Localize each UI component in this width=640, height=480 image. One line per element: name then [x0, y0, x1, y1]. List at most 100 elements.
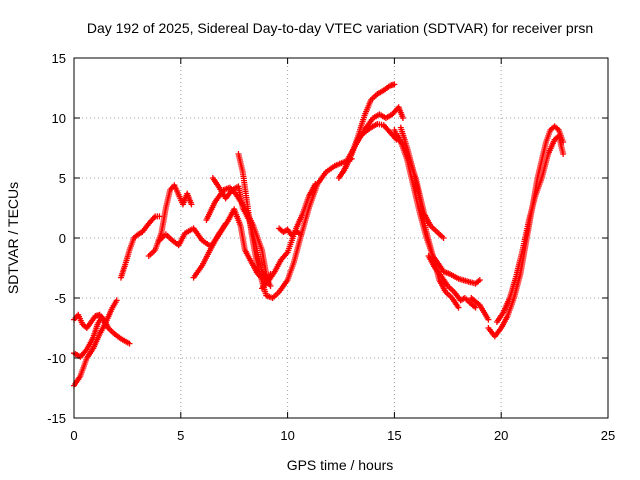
data-point-run [424, 231, 436, 257]
data-point-run [264, 293, 274, 301]
data-point [126, 340, 133, 347]
series-track-22 [468, 295, 492, 323]
data-point [399, 115, 406, 121]
data-point-run [435, 230, 445, 240]
data-point-run [345, 143, 358, 162]
data-point-run [84, 347, 96, 360]
x-tick-label: 10 [280, 428, 294, 443]
data-point-run [93, 312, 102, 319]
y-tick-label: 15 [52, 51, 66, 66]
data-point-run [495, 311, 506, 324]
data-point-run [520, 219, 532, 251]
data-point-run [101, 318, 111, 330]
data-point-run [452, 290, 463, 302]
data-point-run [369, 92, 379, 102]
data-point-run [446, 284, 456, 294]
data-point-run [279, 250, 290, 262]
data-point-run [147, 248, 157, 258]
series-track-1 [71, 297, 120, 389]
data-point-run [417, 201, 429, 233]
data-point-run [110, 299, 119, 309]
data-point-run [404, 147, 417, 173]
data-point-run [526, 195, 538, 221]
y-tick-label: -15 [47, 411, 66, 426]
data-point-run [450, 296, 461, 309]
data-point-run [170, 238, 181, 247]
data-point-run [354, 128, 367, 146]
data-point-run [230, 184, 240, 193]
data-point-run [459, 295, 467, 303]
x-tick-label: 0 [70, 428, 77, 443]
data-point-run [259, 249, 269, 275]
data-point-run [191, 264, 204, 279]
series-track-4 [117, 213, 163, 281]
data-point-run [260, 279, 271, 290]
data-point [312, 181, 319, 187]
data-point-run [277, 226, 285, 234]
data-point-run [140, 222, 151, 234]
x-axis-label: GPS time / hours [287, 457, 394, 473]
data-point-run [324, 164, 336, 174]
data-point-run [553, 124, 561, 132]
data-point-run [78, 357, 90, 377]
data-point-run [289, 227, 299, 242]
series-track-18 [397, 124, 462, 311]
data-point-run [505, 297, 517, 317]
data-point-run [444, 290, 454, 300]
data-point [440, 235, 447, 241]
data-point-run [371, 112, 381, 121]
data-point [485, 316, 492, 323]
data-point [455, 304, 462, 311]
data-point-run [164, 232, 174, 242]
data-point [105, 325, 112, 331]
data-point-run [291, 237, 303, 263]
data-point [297, 231, 304, 238]
data-point-run [448, 272, 460, 281]
data-point-run [210, 176, 222, 189]
x-tick-label: 20 [494, 428, 508, 443]
data-point-run [223, 188, 234, 200]
data-point-run [469, 296, 482, 307]
data-point-run [293, 212, 305, 230]
data-point-run [76, 313, 85, 326]
data-point-run [238, 225, 248, 251]
data-point-run [333, 160, 345, 169]
data-point-run [396, 106, 406, 120]
data-point-run [78, 348, 89, 359]
x-tick-label: 5 [177, 428, 184, 443]
data-point-run [281, 227, 290, 235]
data-point-run [369, 121, 379, 130]
data-point-run [477, 304, 491, 321]
y-tick-label: 0 [59, 231, 66, 246]
data-points [71, 81, 567, 389]
data-point-run [362, 99, 374, 117]
data-point-run [147, 214, 157, 226]
data-point-run [136, 229, 144, 237]
data-point-run [285, 239, 295, 254]
data-point-run [242, 248, 254, 264]
data-point-run [158, 232, 168, 242]
data-point-run [191, 227, 204, 242]
y-tick-label: 5 [59, 171, 66, 186]
data-point-run [222, 185, 232, 193]
data-point [113, 297, 120, 304]
data-point-run [463, 296, 473, 306]
data-point-run [493, 326, 503, 338]
data-point-run [435, 260, 446, 273]
data-point-run [533, 177, 545, 197]
data-point-run [511, 273, 523, 299]
data-point-run [513, 249, 526, 278]
data-point-run [411, 171, 423, 203]
data-point [560, 151, 567, 157]
data-point-run [168, 183, 176, 192]
data-point-run [442, 269, 452, 277]
data-point-run [98, 313, 106, 321]
data-point-run [158, 207, 169, 233]
data-point-run [200, 247, 213, 267]
data-point-run [388, 81, 396, 89]
data-point [267, 283, 274, 289]
data-point-run [553, 134, 561, 142]
data-point-run [499, 314, 510, 330]
data-point-run [95, 316, 104, 326]
